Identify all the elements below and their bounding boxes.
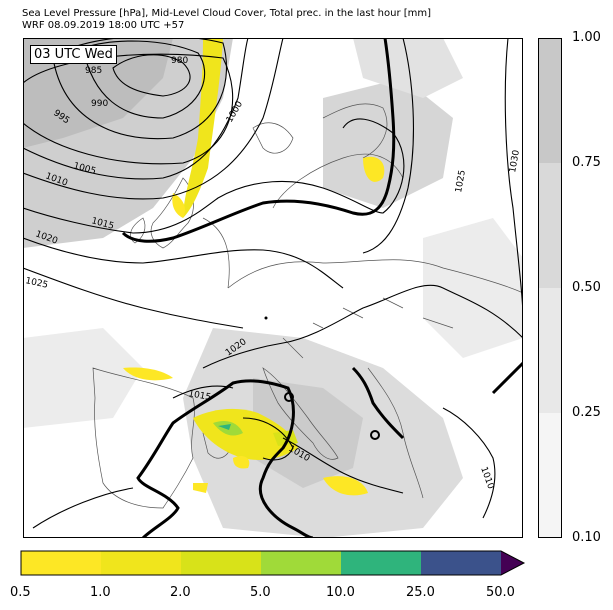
isobar-label: 1015 [187, 389, 211, 403]
precip-tick: 10.0 [326, 585, 355, 600]
isobar-label: 980 [171, 56, 188, 66]
cloud-cover-colorbar [538, 38, 562, 538]
valid-time-label: 03 UTC Wed [30, 45, 117, 64]
isobar-label: 985 [85, 66, 102, 76]
isobar-label: 1025 [454, 169, 468, 193]
precip-extend-arrow [501, 551, 524, 575]
isobar-label: 1000 [225, 99, 245, 124]
cloud-tick: 0.50 [572, 280, 601, 295]
precip-tick: 1.0 [90, 585, 111, 600]
precip-tick: 5.0 [250, 585, 271, 600]
precip-tick: 0.5 [10, 585, 31, 600]
precip-tick: 50.0 [486, 585, 515, 600]
precip-band-6 [421, 551, 501, 575]
precip-band-4 [261, 551, 341, 575]
precip-tick: 2.0 [170, 585, 191, 600]
cloud-band-1 [538, 38, 562, 163]
thick-isobar-1015 [121, 38, 523, 538]
weather-map: 980 985 990 995 1000 1005 1010 1015 1020… [23, 38, 523, 538]
precipitation-colorbar [20, 550, 526, 576]
precip-band-2 [101, 551, 181, 575]
precipitation-layer [123, 38, 385, 496]
isobar-label: 1025 [24, 276, 48, 291]
precip-band-5 [341, 551, 421, 575]
cloud-band-3 [538, 288, 562, 413]
isobar-label: 990 [91, 99, 108, 109]
precip-tick: 25.0 [406, 585, 435, 600]
map-title: Sea Level Pressure [hPa], Mid-Level Clou… [22, 8, 432, 19]
cloud-band-2 [538, 163, 562, 288]
cloud-tick: 0.25 [572, 405, 601, 420]
precip-band-1 [21, 551, 101, 575]
isobars-layer [23, 38, 523, 529]
cloud-cover-layer [23, 38, 523, 538]
pressure-centres [264, 316, 380, 440]
precip-band-3 [181, 551, 261, 575]
cloud-band-4 [538, 413, 562, 538]
isobar-label: 1030 [508, 149, 522, 174]
run-info: WRF 08.09.2019 18:00 UTC +57 [22, 20, 185, 31]
cloud-tick: 1.00 [572, 30, 601, 45]
cloud-tick: 0.75 [572, 155, 601, 170]
isobar-label: 1010 [478, 466, 495, 491]
cloud-tick: 0.10 [572, 530, 601, 545]
